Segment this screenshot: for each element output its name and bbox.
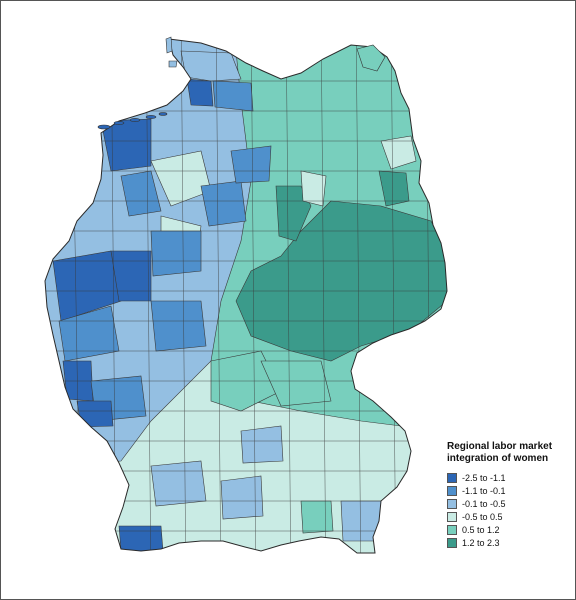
legend-swatch xyxy=(447,524,457,535)
region-franc xyxy=(260,360,332,407)
region-berlin-area xyxy=(380,135,417,170)
region-south-c xyxy=(340,500,382,542)
sylt-islands xyxy=(165,36,178,68)
legend-item: 0.5 to 1.2 xyxy=(447,523,573,536)
legend-title: Regional labor market integration of wom… xyxy=(447,441,573,465)
legend-swatch xyxy=(447,498,457,509)
map-legend: Regional labor market integration of wom… xyxy=(447,441,573,549)
legend-item: -2.5 to -1.1 xyxy=(447,471,573,484)
legend-item: -0.5 to 0.5 xyxy=(447,510,573,523)
region-sw-a xyxy=(150,460,207,507)
region-east-dark-2 xyxy=(275,185,312,242)
legend-label: 0.5 to 1.2 xyxy=(462,524,500,535)
legend-label: -0.1 to -0.5 xyxy=(462,498,506,509)
legend-swatch xyxy=(447,485,457,496)
legend-swatch xyxy=(447,537,457,548)
legend-swatch xyxy=(447,511,457,522)
region-sh-mid xyxy=(180,50,242,82)
region-nrw-e xyxy=(150,230,202,277)
region-sh-dark xyxy=(186,78,214,107)
region-south-d xyxy=(240,425,284,464)
legend-title-line-2: integration of women xyxy=(447,453,549,464)
legend-item: -1.1 to -0.1 xyxy=(447,484,573,497)
region-ns-b xyxy=(200,180,247,227)
region-ns-e xyxy=(230,145,272,184)
legend-item: -0.1 to -0.5 xyxy=(447,497,573,510)
legend-label: -0.5 to 0.5 xyxy=(462,511,503,522)
region-east-light xyxy=(300,170,327,207)
legend-title-line-1: Regional labor market xyxy=(447,441,553,452)
legend-label: 1.2 to 2.3 xyxy=(462,537,500,548)
region-sh-mid2 xyxy=(212,80,254,112)
region-sw-dark xyxy=(118,525,164,552)
region-south-a xyxy=(220,475,264,520)
region-rp xyxy=(76,400,114,428)
legend-label: -2.5 to -1.1 xyxy=(462,472,506,483)
region-hesse-a xyxy=(150,300,207,352)
legend-swatch xyxy=(447,472,457,483)
north-sea-islands xyxy=(97,112,168,130)
ruegen-island xyxy=(356,44,386,72)
legend-label: -1.1 to -0.1 xyxy=(462,485,506,496)
region-ns-c xyxy=(120,170,162,217)
region-south-b xyxy=(300,500,334,534)
legend-item: 1.2 to 2.3 xyxy=(447,536,573,549)
